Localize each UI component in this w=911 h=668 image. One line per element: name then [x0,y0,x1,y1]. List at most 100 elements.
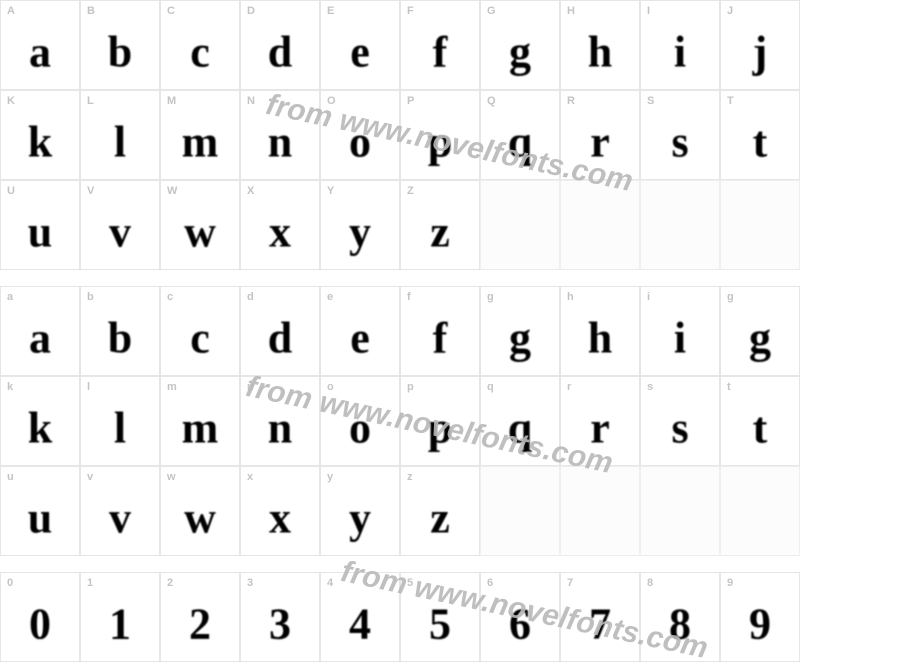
glyph-row: aabbccddeeffgghhiigg [0,286,800,376]
cell-glyph: a [29,313,51,364]
cell-header-label: X [247,185,255,197]
cell-header-label: F [407,5,414,17]
cell-glyph: 4 [349,599,371,650]
glyph-cell: 44 [320,572,400,662]
cell-glyph: x [269,493,291,544]
glyph-cell: yy [320,466,400,556]
cell-header-label: d [247,291,254,303]
cell-glyph: d [268,313,292,364]
cell-header-label: O [327,95,336,107]
glyph-cell: ii [640,286,720,376]
glyph-cell: tt [720,376,800,466]
cell-header-label: p [407,381,414,393]
glyph-cell: Nn [240,90,320,180]
glyph-row: KkLlMmNnOoPpQqRrSsTt [0,90,800,180]
glyph-cell: ll [80,376,160,466]
cell-glyph: o [349,403,371,454]
cell-header-label: u [7,471,14,483]
cell-header-label: D [247,5,255,17]
cell-header-label: P [407,95,415,107]
glyph-cell: 99 [720,572,800,662]
cell-header-label: 6 [487,577,494,589]
glyph-cell: 66 [480,572,560,662]
cell-glyph: m [182,117,219,168]
cell-glyph: s [671,403,688,454]
glyph-cell: Pp [400,90,480,180]
cell-header-label: I [647,5,651,17]
glyph-row: kkllmmnnooppqqrrsstt [0,376,800,466]
cell-header-label: a [7,291,14,303]
glyph-cell: 77 [560,572,640,662]
cell-header-label: S [647,95,655,107]
cell-header-label: 8 [647,577,654,589]
glyph-cell [720,466,800,556]
cell-glyph: h [588,27,612,78]
cell-header-label: E [327,5,335,17]
cell-header-label: n [247,381,254,393]
glyph-cell [480,466,560,556]
cell-glyph: k [28,403,52,454]
cell-glyph: z [430,207,450,258]
glyph-row: 00112233445566778899 [0,572,800,662]
cell-header-label: Q [487,95,496,107]
cell-glyph: 0 [29,599,51,650]
cell-glyph: a [29,27,51,78]
cell-header-label: 9 [727,577,734,589]
glyph-cell: dd [240,286,320,376]
glyph-cell: cc [160,286,240,376]
glyph-cell: Qq [480,90,560,180]
cell-glyph: r [590,403,610,454]
glyph-cell: Hh [560,0,640,90]
glyph-cell [640,466,720,556]
cell-header-label: y [327,471,334,483]
glyph-cell: mm [160,376,240,466]
cell-header-label: G [487,5,496,17]
cell-header-label: K [7,95,15,107]
cell-header-label: 5 [407,577,414,589]
cell-glyph: 2 [189,599,211,650]
cell-glyph: f [433,313,448,364]
cell-glyph: j [753,27,768,78]
glyph-cell: Yy [320,180,400,270]
cell-glyph: w [184,493,216,544]
cell-glyph: g [509,313,531,364]
cell-glyph: q [508,117,532,168]
glyph-cell: Ff [400,0,480,90]
glyph-cell: Uu [0,180,80,270]
cell-header-label: 1 [87,577,94,589]
cell-header-label: C [167,5,175,17]
cell-glyph: d [268,27,292,78]
cell-header-label: f [407,291,411,303]
glyph-cell: Tt [720,90,800,180]
cell-header-label: x [247,471,254,483]
glyph-cell: Zz [400,180,480,270]
cell-glyph: 9 [749,599,771,650]
glyph-cell: qq [480,376,560,466]
glyph-row: uuvvwwxxyyzz [0,466,800,556]
cell-header-label: N [247,95,255,107]
cell-header-label: g [727,291,734,303]
cell-glyph: c [190,27,210,78]
glyph-row: AaBbCcDdEeFfGgHhIiJj [0,0,800,90]
cell-header-label: H [567,5,575,17]
glyph-cell: Gg [480,0,560,90]
cell-glyph: p [428,117,452,168]
cell-glyph: 3 [269,599,291,650]
glyph-cell: bb [80,286,160,376]
glyph-cell: kk [0,376,80,466]
cell-header-label: q [487,381,494,393]
cell-header-label: z [407,471,413,483]
glyph-cell: 22 [160,572,240,662]
cell-header-label: t [727,381,731,393]
cell-glyph: c [190,313,210,364]
cell-glyph: f [433,27,448,78]
cell-glyph: 7 [589,599,611,650]
cell-glyph: b [108,27,132,78]
glyph-cell: vv [80,466,160,556]
glyph-chart: AaBbCcDdEeFfGgHhIiJjKkLlMmNnOoPpQqRrSsTt… [0,0,911,668]
glyph-cell: ee [320,286,400,376]
cell-glyph: l [114,403,126,454]
cell-header-label: 0 [7,577,14,589]
cell-glyph: e [350,27,370,78]
cell-header-label: A [7,5,15,17]
